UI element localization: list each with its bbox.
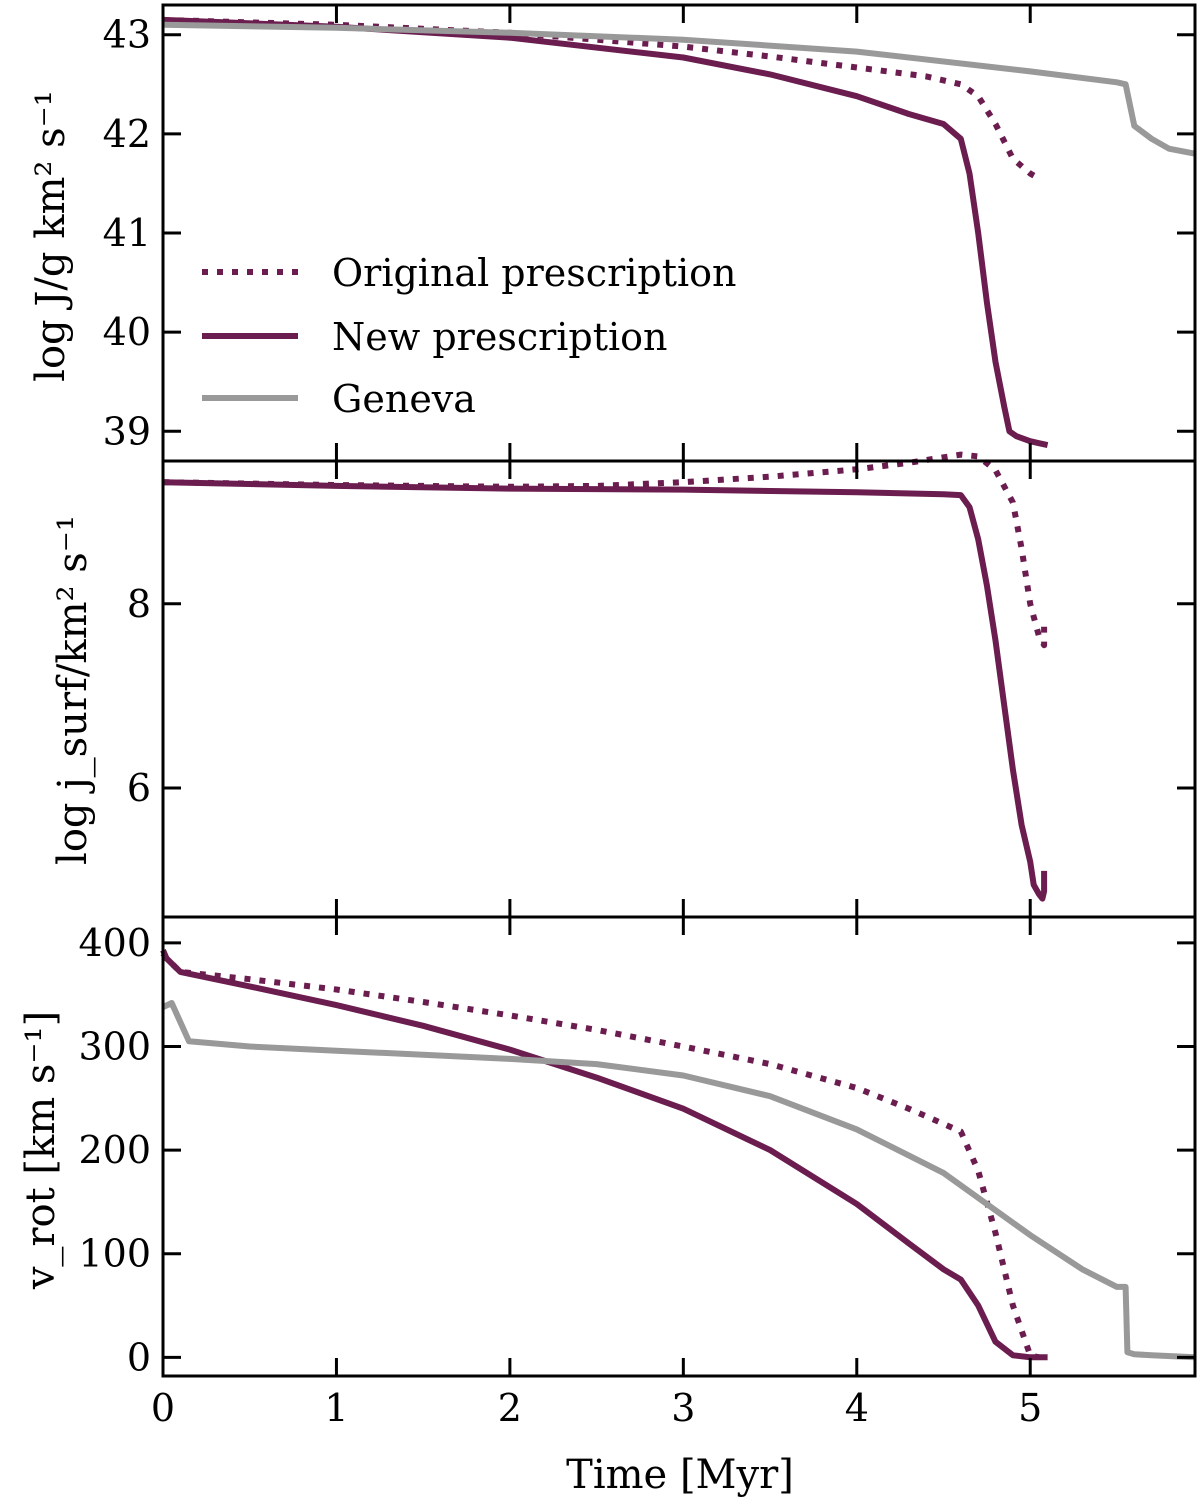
- x-axis-label: Time [Myr]: [566, 1452, 794, 1498]
- y-tick-label-top: 42: [103, 112, 151, 156]
- panel-middle: 68: [127, 451, 1197, 919]
- x-tick-label: 2: [498, 1386, 522, 1430]
- legend-label-geneva: Geneva: [332, 377, 476, 421]
- y-tick-label-bottom: 200: [78, 1128, 151, 1172]
- x-tick-label: 1: [324, 1386, 348, 1430]
- series-line-top-geneva: [162, 21, 1196, 157]
- x-tick-label: 5: [1018, 1386, 1042, 1430]
- y-tick-label-bottom: 0: [127, 1335, 151, 1379]
- y-tick-label-top: 41: [103, 211, 151, 255]
- series-line-bottom-geneva: [161, 1000, 1196, 1361]
- y-tick-label-top: 40: [103, 310, 151, 354]
- x-tick-label: 0: [151, 1386, 175, 1430]
- x-tick-label: 4: [845, 1386, 869, 1430]
- y-tick-label-middle: 8: [127, 582, 151, 626]
- y-tick-label-bottom: 400: [78, 921, 151, 965]
- series-line-bottom-original: [160, 951, 1040, 1361]
- panel-top: 39 40 41 42 43: [103, 3, 1197, 463]
- y-axis-label-bottom: v_rot [km s⁻¹]: [18, 1011, 64, 1290]
- legend: Original prescription New prescription G…: [202, 251, 737, 421]
- series-line-top-original: [162, 16, 1041, 182]
- y-tick-label-bottom: 100: [78, 1232, 151, 1276]
- y-tick-label-bottom: 300: [78, 1025, 151, 1069]
- y-axis-label-middle: log j_surf/km² s⁻¹: [50, 515, 96, 865]
- x-tick-label: 3: [671, 1386, 695, 1430]
- y-axis-label-top: log J/g km² s⁻¹: [28, 90, 74, 382]
- legend-label-new: New prescription: [332, 315, 668, 359]
- panel-bottom: 0 100 200 300 400 0 1 2 3 4 5: [78, 915, 1197, 1430]
- panel-frame-bottom: [161, 915, 1197, 1378]
- series-line-middle-new: [162, 479, 1048, 902]
- legend-label-original: Original prescription: [332, 251, 737, 295]
- series-line-bottom-new: [160, 949, 1048, 1361]
- panel-frame-middle: [161, 459, 1197, 919]
- y-tick-label-middle: 6: [127, 766, 151, 810]
- y-tick-label-top: 43: [103, 13, 151, 57]
- series-line-top-new: [162, 16, 1049, 449]
- y-tick-label-top: 39: [103, 409, 151, 453]
